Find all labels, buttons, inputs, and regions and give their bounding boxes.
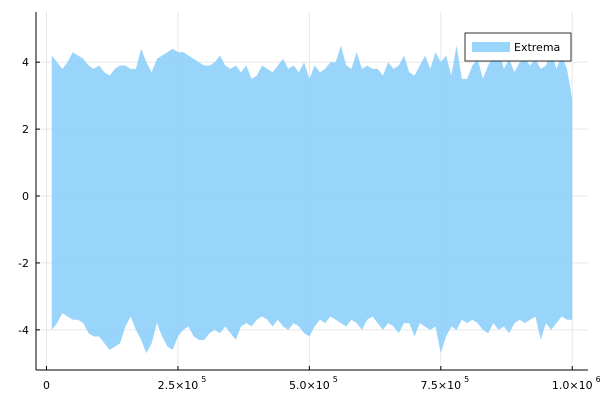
x-tick-exponent: 5 bbox=[201, 375, 206, 384]
legend-swatch bbox=[472, 42, 510, 52]
x-tick-exponent: 6 bbox=[596, 375, 600, 384]
y-tick-label: 0 bbox=[22, 190, 29, 203]
x-tick-exponent: 5 bbox=[464, 375, 469, 384]
x-tick-label: 0 bbox=[43, 379, 50, 392]
x-tick-label: 2.5×10 bbox=[158, 379, 199, 392]
y-tick-label: -4 bbox=[18, 324, 29, 337]
y-tick-label: -2 bbox=[18, 257, 29, 270]
x-tick-label: 1.0×10 bbox=[552, 379, 593, 392]
y-tick-label: 2 bbox=[22, 123, 29, 136]
legend-label: Extrema bbox=[514, 41, 560, 54]
legend: Extrema bbox=[464, 32, 572, 62]
series-layer bbox=[51, 45, 573, 354]
x-tick-label: 5.0×10 bbox=[289, 379, 330, 392]
x-tick-label: 7.5×10 bbox=[420, 379, 461, 392]
x-tick-exponent: 5 bbox=[333, 375, 338, 384]
y-tick-label: 4 bbox=[22, 56, 29, 69]
series-band-extrema bbox=[51, 45, 573, 354]
